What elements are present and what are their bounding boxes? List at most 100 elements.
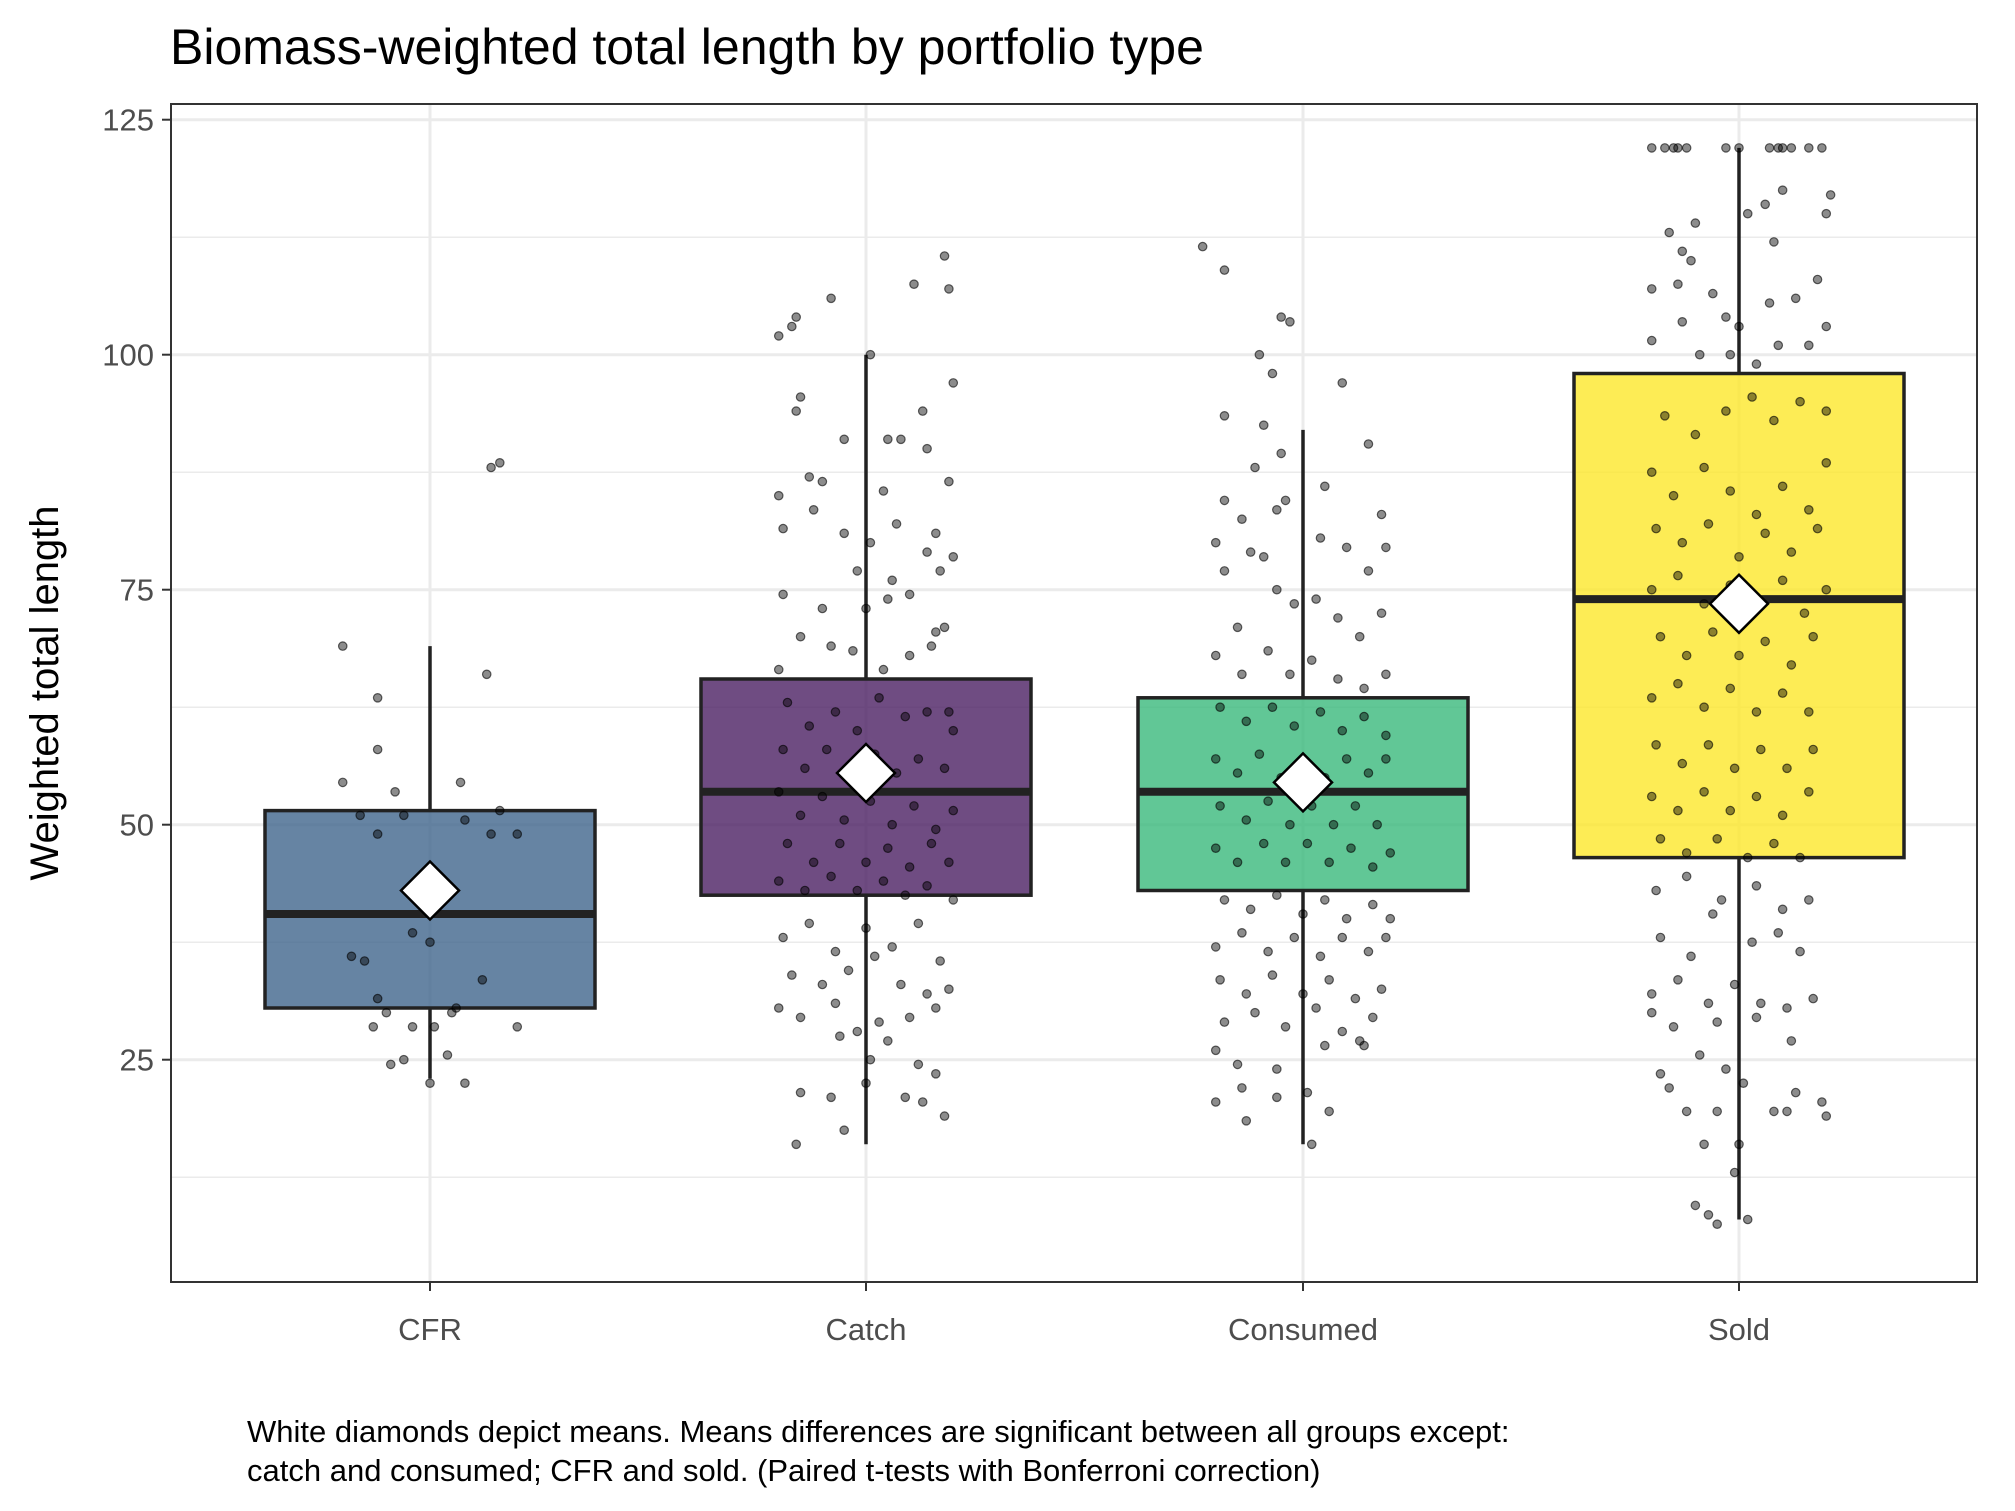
point-sold: [1747, 392, 1757, 402]
point-sold: [1751, 880, 1762, 891]
point-consumed: [1250, 462, 1260, 473]
point-consumed: [1215, 702, 1225, 712]
point-sold: [1769, 237, 1779, 247]
point-sold: [1725, 683, 1736, 694]
point-sold: [1694, 1050, 1705, 1060]
point-sold: [1664, 227, 1674, 238]
point-sold: [1734, 143, 1744, 153]
point-consumed: [1381, 542, 1391, 553]
point-sold: [1804, 707, 1814, 717]
point-consumed: [1381, 932, 1391, 943]
point-sold: [1764, 298, 1775, 308]
point-catch: [922, 880, 932, 891]
point-consumed: [1232, 622, 1243, 633]
point-catch: [913, 918, 924, 929]
point-consumed: [1289, 932, 1300, 943]
point-catch: [782, 697, 793, 708]
point-catch: [852, 885, 863, 896]
point-consumed: [1272, 584, 1282, 595]
point-catch: [904, 862, 915, 872]
point-consumed: [1276, 448, 1286, 459]
point-sold: [1681, 143, 1692, 153]
point-consumed: [1258, 420, 1269, 430]
point-consumed: [1219, 410, 1230, 421]
point-cfr: [399, 810, 409, 821]
x-tick-label-consumed: Consumed: [1228, 1312, 1378, 1347]
point-consumed: [1328, 819, 1339, 830]
point-sold: [1646, 467, 1657, 477]
mean-diamond-catch: [835, 742, 897, 804]
mean-diamond-consumed: [1272, 751, 1334, 814]
point-catch: [869, 951, 880, 962]
point-catch: [808, 857, 819, 868]
point-sold: [1655, 1069, 1666, 1079]
point-catch: [852, 725, 863, 736]
point-catch: [839, 815, 849, 825]
point-sold: [1712, 1017, 1722, 1027]
point-catch: [782, 838, 793, 849]
point-consumed: [1263, 946, 1273, 957]
point-cfr: [477, 974, 488, 985]
point-catch: [874, 692, 884, 703]
point-consumed: [1263, 645, 1273, 656]
point-catch: [791, 312, 801, 322]
x-axis: CFR Catch Consumed Sold: [398, 1282, 1770, 1347]
point-catch: [865, 537, 876, 548]
point-consumed: [1376, 509, 1387, 520]
point-catch: [904, 1012, 915, 1023]
point-catch: [931, 1069, 941, 1079]
point-catch: [891, 519, 902, 529]
y-tick-label: 25: [120, 1043, 154, 1078]
point-consumed: [1272, 504, 1282, 515]
point-catch: [817, 476, 828, 487]
point-sold: [1782, 1003, 1792, 1013]
point-catch: [878, 664, 889, 675]
point-sold: [1708, 909, 1718, 919]
point-catch: [773, 331, 784, 341]
point-catch: [861, 857, 871, 868]
point-catch: [922, 547, 932, 557]
point-catch: [778, 589, 788, 600]
point-sold: [1777, 185, 1788, 195]
point-sold: [1716, 895, 1727, 905]
point-sold: [1677, 758, 1688, 769]
point-catch: [817, 791, 828, 802]
point-consumed: [1315, 707, 1326, 717]
point-consumed: [1210, 942, 1221, 952]
point-sold: [1804, 143, 1814, 153]
point-consumed: [1315, 951, 1326, 962]
point-consumed: [1210, 1045, 1221, 1056]
point-sold: [1742, 1214, 1753, 1225]
point-catch: [948, 551, 959, 562]
point-sold: [1646, 335, 1657, 346]
point-catch: [791, 1139, 801, 1150]
point-sold: [1817, 1097, 1827, 1107]
point-sold: [1742, 208, 1753, 219]
point-catch: [909, 279, 919, 289]
point-cfr: [425, 937, 435, 947]
point-catch: [939, 622, 950, 633]
point-sold: [1790, 1087, 1801, 1098]
point-consumed: [1368, 1012, 1378, 1023]
point-cfr: [429, 1022, 440, 1032]
point-catch: [843, 965, 854, 976]
point-consumed: [1276, 312, 1286, 322]
point-sold: [1699, 462, 1709, 473]
point-sold: [1747, 937, 1757, 947]
point-sold: [1646, 1007, 1657, 1018]
point-sold: [1646, 284, 1657, 294]
point-consumed: [1320, 1040, 1330, 1051]
point-consumed: [1237, 1083, 1247, 1093]
point-catch: [900, 711, 911, 722]
point-catch: [848, 645, 858, 656]
point-consumed: [1197, 241, 1208, 252]
point-sold: [1699, 786, 1709, 797]
point-consumed: [1219, 495, 1230, 506]
point-cfr: [399, 1054, 409, 1065]
point-cfr: [447, 1007, 457, 1018]
point-catch: [778, 932, 788, 943]
point-sold: [1712, 1219, 1722, 1229]
point-catch: [926, 838, 937, 849]
point-consumed: [1241, 815, 1252, 825]
point-catch: [878, 486, 889, 496]
